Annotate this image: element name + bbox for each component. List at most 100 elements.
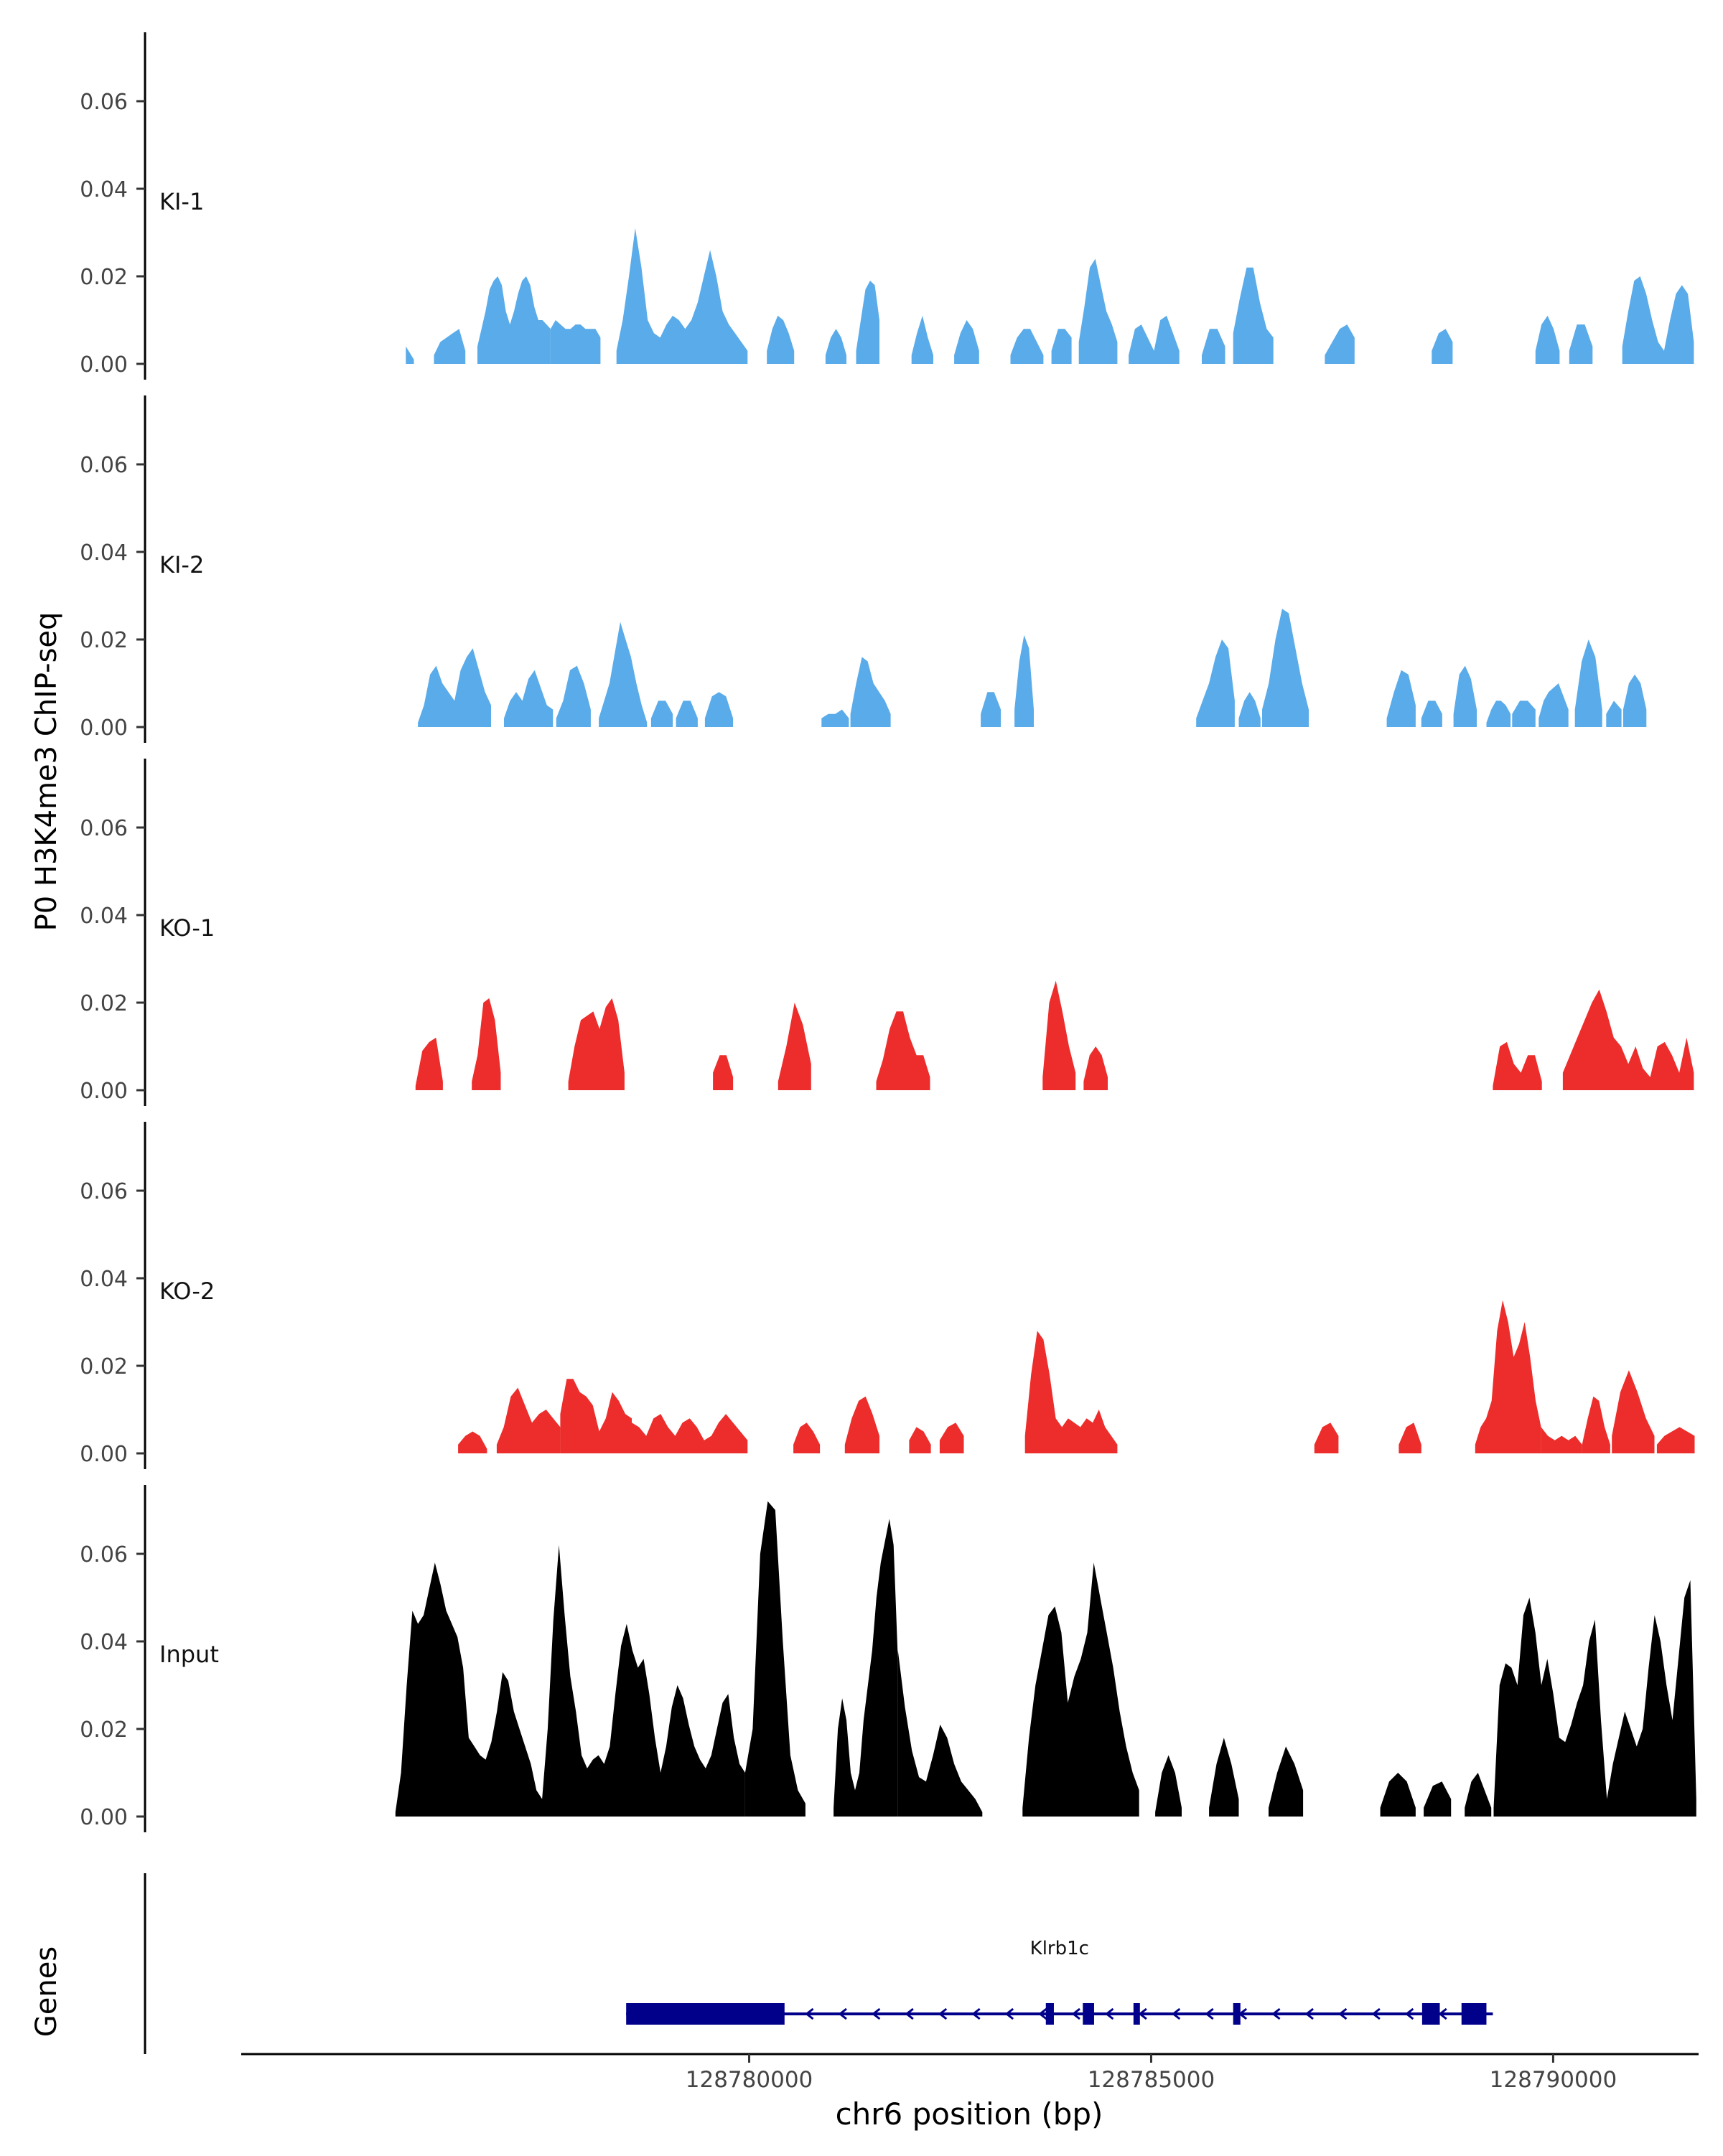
strand-arrow-icon [1138, 2007, 1147, 2020]
gene-exon [1233, 2003, 1241, 2025]
y-tick-label: 0.06 [80, 1179, 128, 1204]
track-panels: 0.00 0.02 0.04 0.06 KI-1 0.00 0.02 0.04 0.06 KI-2… [80, 32, 1696, 1832]
signal-peak [744, 1501, 806, 1817]
signal-peak [1541, 1427, 1582, 1453]
genes-track-label: Genes [30, 1946, 63, 2037]
signal-peak [821, 709, 849, 727]
signal-peak [1538, 683, 1569, 727]
strand-arrow-icon [871, 2007, 881, 2020]
signal-peak [1010, 329, 1044, 364]
track-label: Input [159, 1641, 219, 1668]
strand-arrow-icon [1404, 2007, 1414, 2020]
strand-arrow-icon [1304, 2007, 1314, 2020]
gene-exon [1083, 2003, 1094, 2025]
signal-peak [1269, 1746, 1304, 1817]
signal-peak [560, 1379, 632, 1453]
gene-exon [1461, 2003, 1487, 2025]
signal-peak [1233, 267, 1274, 364]
track-label: KO-2 [159, 1278, 215, 1305]
strand-arrow-icon [905, 2007, 914, 2020]
signal-peak [825, 329, 846, 364]
signal-peak [1465, 1773, 1492, 1817]
signal-peak [472, 998, 501, 1090]
strand-arrow-icon [1438, 2007, 1447, 2020]
track-panel-ko-1: 0.00 0.02 0.04 0.06 KO-1 [80, 759, 1694, 1106]
strand-arrow-icon [1338, 2007, 1348, 2020]
signal-peak [1574, 639, 1602, 727]
signal-peak [844, 1396, 879, 1453]
strand-arrow-icon [1171, 2007, 1181, 2020]
track-panel-ki-2: 0.00 0.02 0.04 0.06 KI-2 [80, 395, 1647, 743]
strand-arrow-icon [1071, 2007, 1080, 2020]
signal-peak [1421, 700, 1442, 727]
signal-peak [676, 700, 698, 727]
signal-peak [496, 1387, 561, 1453]
strand-arrow-icon [1205, 2007, 1214, 2020]
signal-peak [434, 329, 466, 364]
signal-peak [1202, 329, 1225, 364]
y-tick-label: 0.04 [80, 904, 128, 929]
y-tick-label: 0.02 [80, 265, 128, 290]
y-tick-label: 0.00 [80, 716, 128, 741]
gene-exon [626, 2003, 785, 2025]
signal-peak [856, 281, 879, 364]
signal-peak [778, 1003, 811, 1090]
x-tick-label: 128785000 [1088, 2067, 1215, 2093]
signal-peak [911, 315, 933, 364]
signal-peak [1262, 609, 1309, 727]
signal-peak [834, 1519, 898, 1817]
genes-track: Klrb1c [144, 1873, 1493, 2054]
signal-peak [406, 346, 414, 364]
signal-peak [1380, 1773, 1416, 1817]
signal-peak [395, 1545, 745, 1817]
strand-arrow-icon [1371, 2007, 1381, 2020]
signal-peak [1129, 315, 1180, 364]
signal-peak [876, 1011, 930, 1090]
signal-peak [981, 692, 1001, 727]
gene-exon [1045, 2003, 1054, 2025]
signal-peak [1051, 329, 1072, 364]
signal-peak [1078, 258, 1118, 364]
signal-peak [1612, 1370, 1655, 1453]
signal-peak [1024, 1331, 1118, 1453]
track-label: KI-1 [159, 188, 204, 215]
signal-peak [599, 622, 648, 727]
signal-peak [1238, 692, 1261, 727]
signal-peak [1386, 670, 1416, 727]
strand-arrow-icon [805, 2007, 814, 2020]
y-tick-label: 0.00 [80, 1442, 128, 1467]
track-panel-input: 0.00 0.02 0.04 0.06 Input [80, 1485, 1696, 1832]
signal-peak [1083, 1046, 1108, 1090]
signal-peak [1432, 329, 1453, 364]
signal-peak [504, 670, 554, 727]
signal-peak [1512, 700, 1536, 727]
y-tick-label: 0.06 [80, 1542, 128, 1567]
signal-peak [897, 1650, 983, 1817]
x-axis-label: chr6 position (bp) [836, 2096, 1103, 2132]
signal-peak [1453, 665, 1477, 727]
y-tick-label: 0.00 [80, 1079, 128, 1104]
x-tick-label: 128780000 [686, 2067, 813, 2093]
signal-peak [1399, 1423, 1421, 1453]
gene-name-label: Klrb1c [1030, 1938, 1089, 1959]
signal-peak [650, 700, 673, 727]
signal-peak [1562, 989, 1694, 1090]
signal-peak [909, 1427, 931, 1453]
signal-peak [1656, 1427, 1695, 1453]
track-label: KO-1 [159, 914, 215, 942]
y-tick-label: 0.02 [80, 1354, 128, 1379]
signal-peak [793, 1423, 821, 1453]
gene-exon [1133, 2003, 1140, 2025]
strand-arrow-icon [1004, 2007, 1014, 2020]
y-tick-label: 0.02 [80, 1717, 128, 1743]
signal-peak [556, 665, 591, 727]
y-axis-label: P0 H3K4me3 ChIP-seq [30, 612, 63, 932]
y-tick-label: 0.06 [80, 90, 128, 115]
signal-peak [850, 657, 891, 727]
signal-peak [418, 648, 491, 727]
y-tick-label: 0.04 [80, 1630, 128, 1655]
signal-peak [1325, 324, 1355, 364]
signal-peak [616, 228, 748, 364]
gene-exon [1421, 2003, 1440, 2025]
